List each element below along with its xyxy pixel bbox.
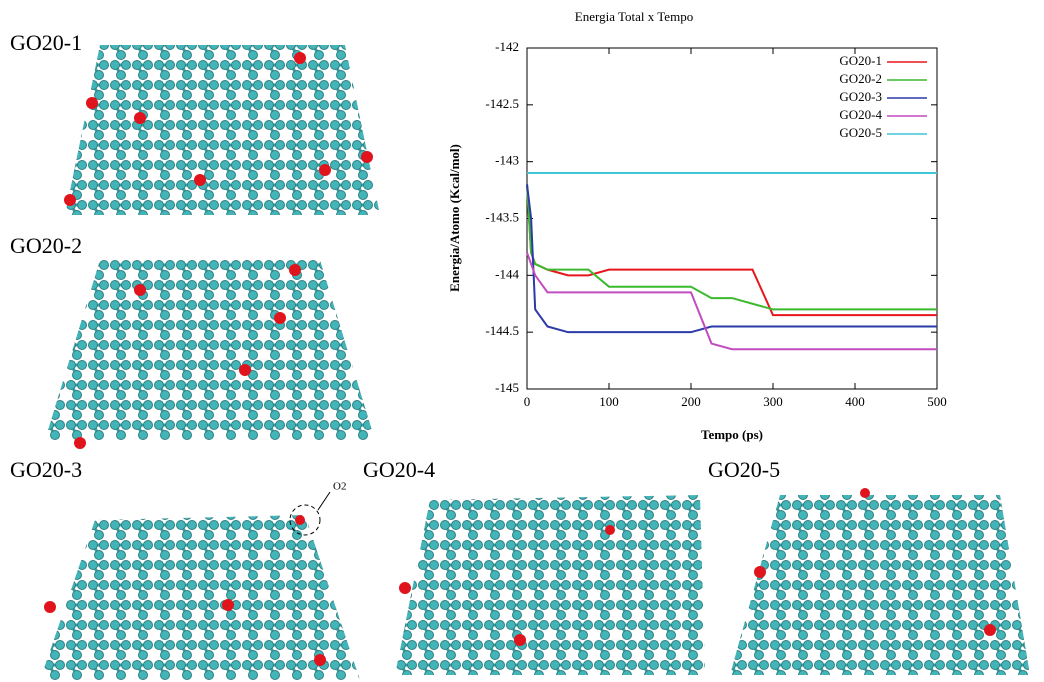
x-axis-title: Tempo (ps) <box>701 427 763 442</box>
o2-arrow <box>318 492 330 510</box>
y-axis-title: Energia/Atomo (Kcal/mol) <box>447 144 462 292</box>
data-line <box>527 184 937 315</box>
figure: GO20-1 GO20-2 GO20-3 GO20-4 GO20-5 O2 En… <box>0 0 1044 682</box>
legend-label: GO20-1 <box>839 53 882 68</box>
data-line <box>527 184 937 309</box>
molecule-go20-2 <box>45 260 375 440</box>
chart-title: Energia Total x Tempo <box>575 9 693 24</box>
panel-label: GO20-3 <box>10 457 82 482</box>
o2-label: O2 <box>333 481 346 493</box>
molecule-go20-1 <box>65 45 380 215</box>
legend-label: GO20-3 <box>839 89 882 104</box>
molecule-images <box>40 45 1030 680</box>
x-tick-label: 500 <box>927 394 947 409</box>
molecule-go20-5 <box>730 495 1030 675</box>
y-tick-label: -144.5 <box>485 323 519 338</box>
panel-label: GO20-5 <box>708 457 780 482</box>
panel-label: GO20-4 <box>363 457 435 482</box>
molecule-go20-4 <box>395 495 705 675</box>
panel-label: GO20-2 <box>10 233 82 258</box>
y-tick-label: -144 <box>495 266 519 281</box>
x-tick-label: 100 <box>599 394 619 409</box>
molecule-go20-3 <box>40 515 360 680</box>
y-tick-label: -143 <box>495 153 519 168</box>
y-tick-label: -145 <box>495 380 519 395</box>
x-tick-label: 400 <box>845 394 865 409</box>
data-line <box>527 253 937 350</box>
panel-label: GO20-1 <box>10 30 82 55</box>
legend-label: GO20-2 <box>839 71 882 86</box>
x-tick-label: 300 <box>763 394 783 409</box>
x-tick-label: 0 <box>524 394 531 409</box>
legend-label: GO20-5 <box>839 125 882 140</box>
y-tick-label: -142.5 <box>485 96 519 111</box>
x-tick-label: 200 <box>681 394 701 409</box>
legend-label: GO20-4 <box>839 107 882 122</box>
y-tick-label: -142 <box>495 39 519 54</box>
y-tick-label: -143.5 <box>485 209 519 224</box>
